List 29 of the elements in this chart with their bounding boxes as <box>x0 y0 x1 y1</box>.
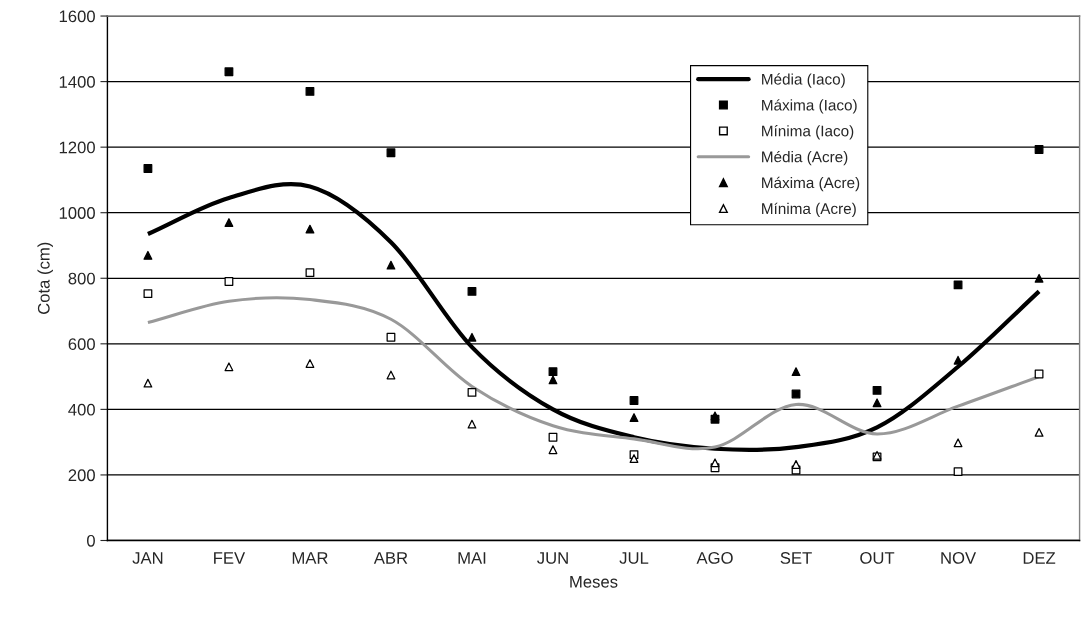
y-tick-label: 1000 <box>59 207 95 219</box>
x-tick-label: SET <box>780 552 812 564</box>
y-tick-label: 800 <box>68 272 95 285</box>
y-tick-label: 1600 <box>59 10 95 23</box>
legend-label: Média (Iaco) <box>762 73 845 88</box>
x-tick-label: DEZ <box>1023 552 1056 564</box>
x-tick-label: AGO <box>696 552 733 564</box>
x-tick-label: FEV <box>214 552 246 564</box>
legend-label: Máxima (Acre) <box>762 176 860 192</box>
y-tick-label: 400 <box>68 403 95 416</box>
y-tick-label: 200 <box>68 469 95 482</box>
x-tick-label: OUT <box>860 552 895 564</box>
legend-label: Média (Acre) <box>762 150 848 166</box>
legend-label: Máxima (Iaco) <box>762 99 857 114</box>
x-tick-label: NOV <box>941 552 977 564</box>
x-tick-label: MAI <box>458 552 486 564</box>
y-tick-label: 600 <box>68 338 95 351</box>
y-tick-label: 1400 <box>59 76 95 88</box>
y-axis-title: Cota (cm) <box>37 242 53 314</box>
x-tick-label: MAR <box>292 552 328 564</box>
x-tick-label: JUL <box>619 552 649 564</box>
x-axis-title: Meses <box>570 576 618 588</box>
legend-label: Mínima (Iaco) <box>762 125 854 140</box>
x-tick-label: JAN <box>132 552 163 564</box>
legend-label: Mínima (Acre) <box>762 202 856 218</box>
x-tick-label: ABR <box>373 552 408 564</box>
x-tick-label: JUN <box>537 552 568 564</box>
y-tick-label: 0 <box>86 534 95 547</box>
y-tick-label: 1200 <box>59 141 95 154</box>
